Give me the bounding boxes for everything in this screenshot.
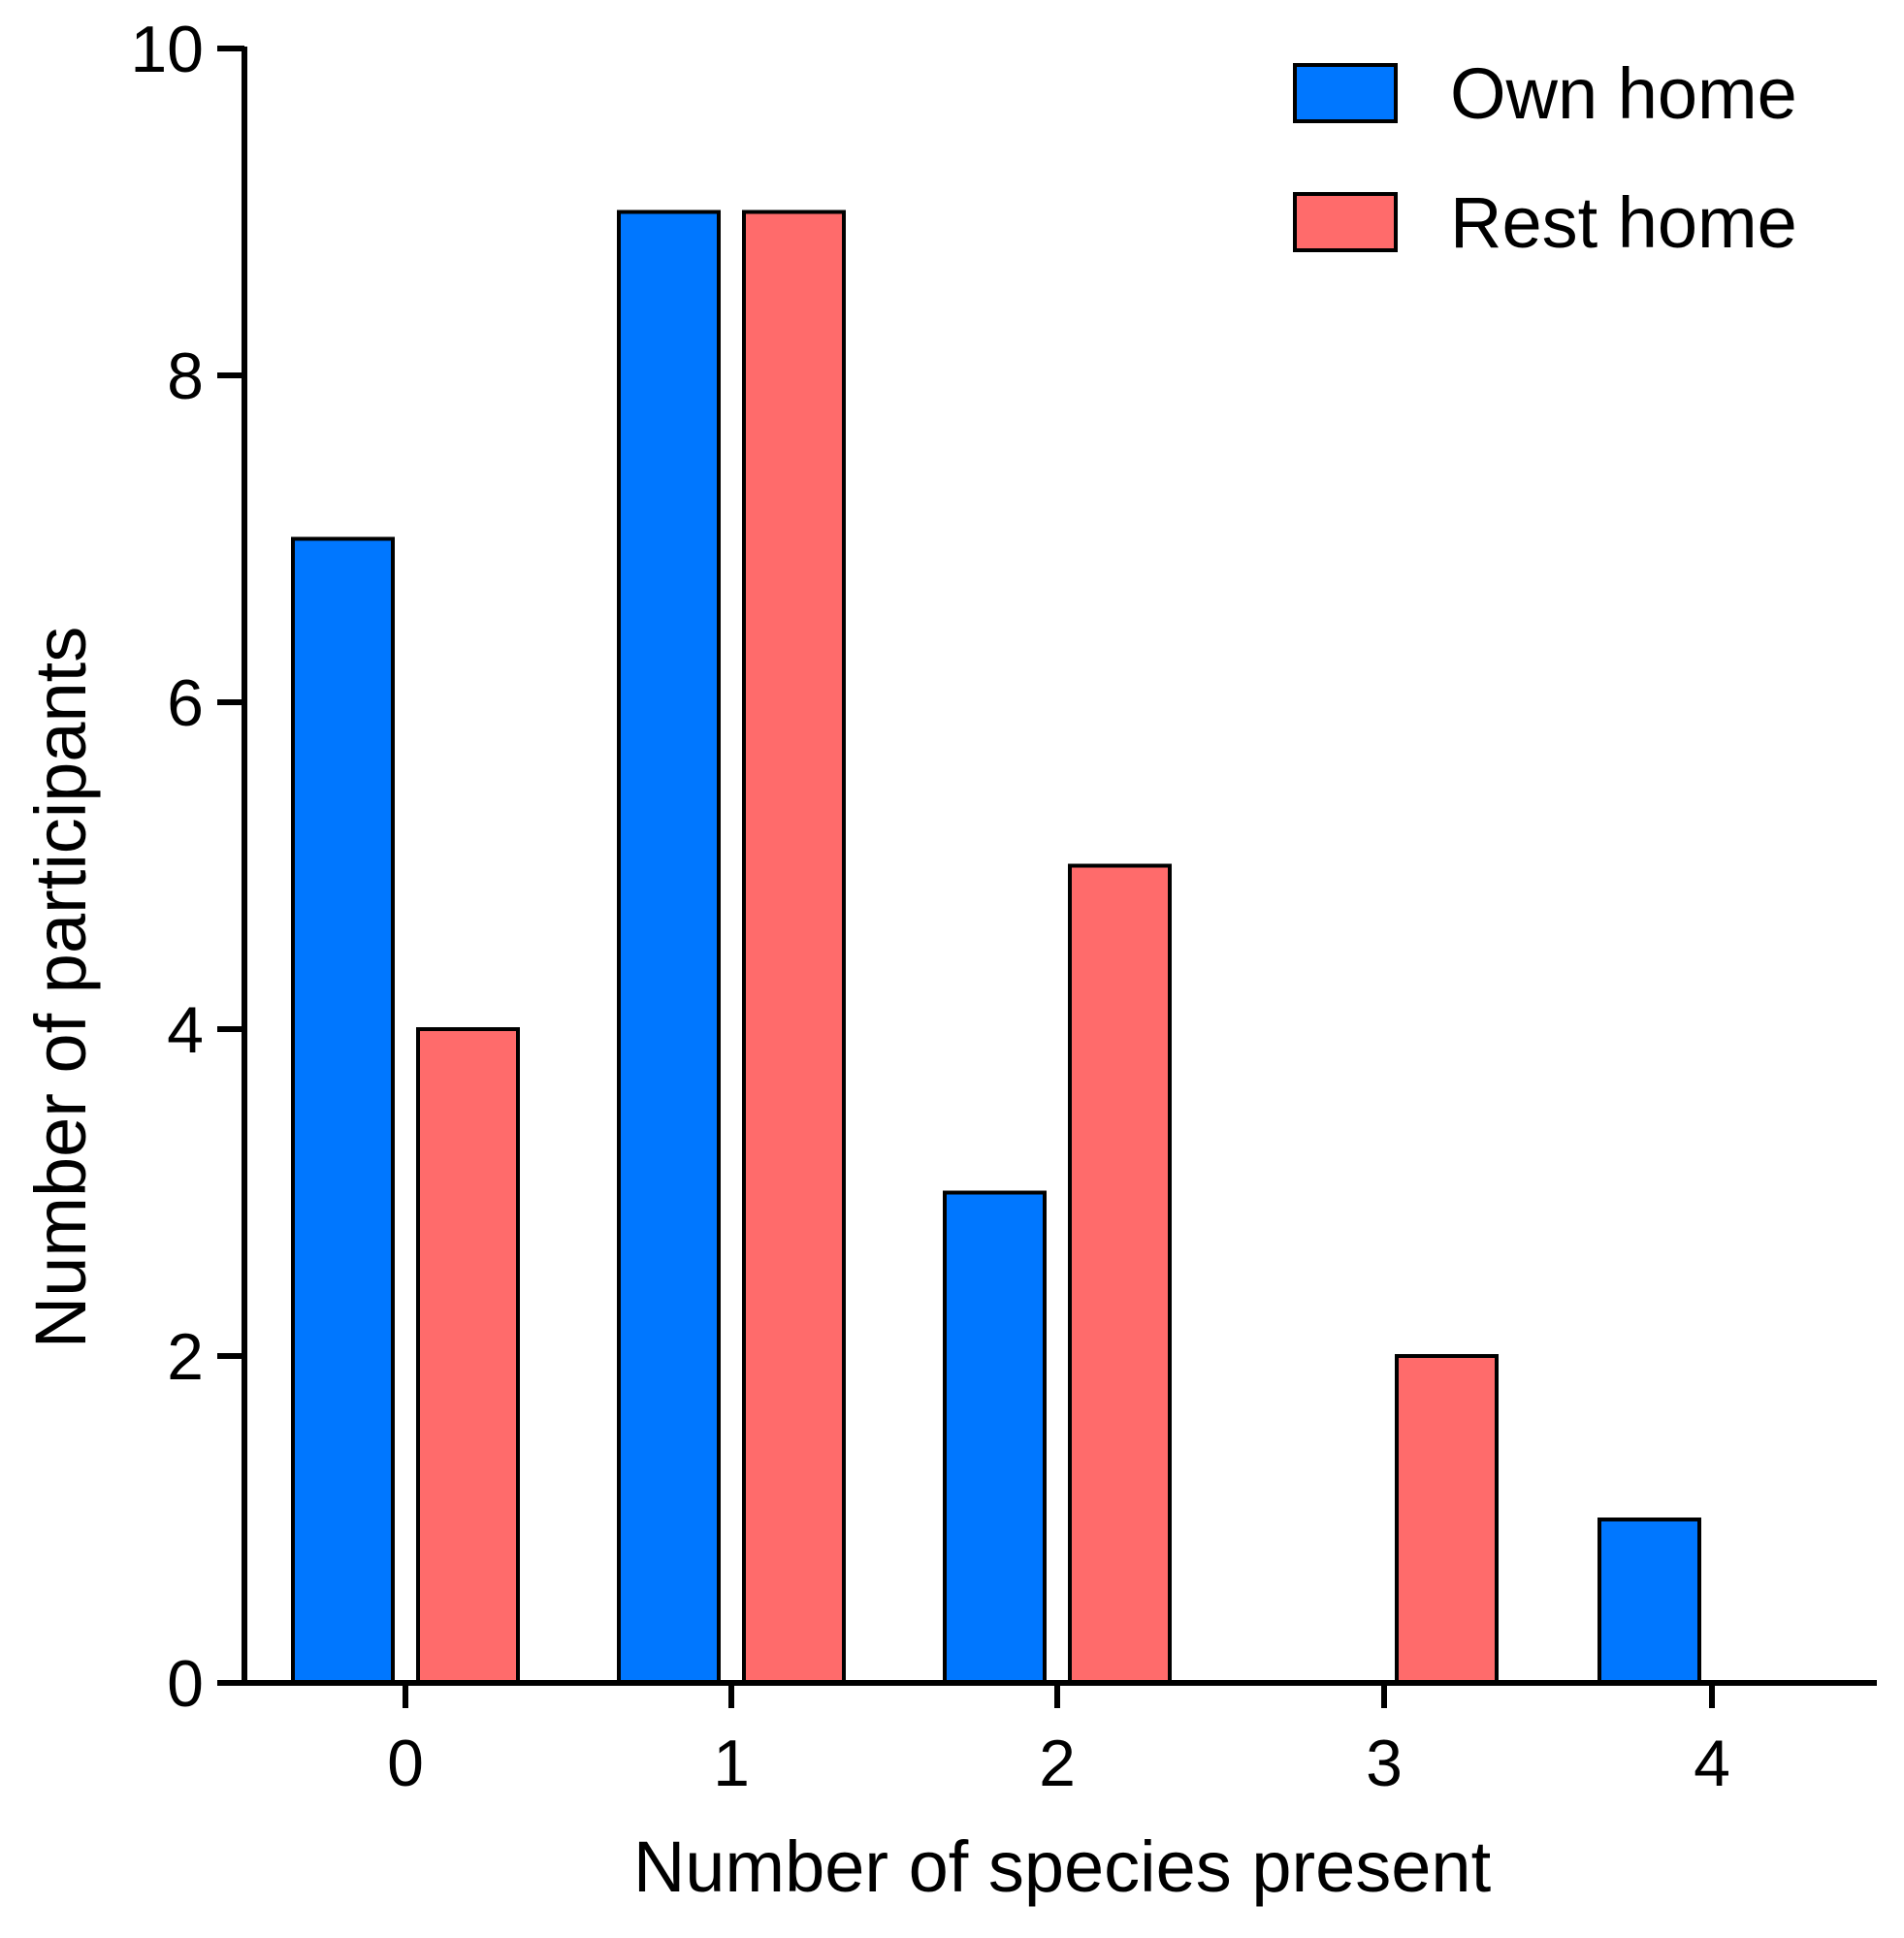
y-tick-label-6: 6: [167, 666, 204, 740]
x-tick-label-4: 4: [1694, 1727, 1730, 1800]
bar-rest-home-1: [742, 210, 846, 1685]
y-tick-label-0: 0: [167, 1647, 204, 1721]
legend-label-own-home: Own home: [1450, 53, 1797, 134]
x-tick-label-2: 2: [1039, 1727, 1076, 1800]
bar-rest-home-2: [1068, 863, 1172, 1685]
legend-swatch-rest-home: [1293, 192, 1398, 252]
x-tick-label-0: 0: [387, 1727, 424, 1800]
y-tick-label-4: 4: [167, 993, 204, 1067]
bar-own-home-1: [617, 210, 721, 1685]
bar-rest-home-0: [416, 1027, 520, 1685]
bar-own-home-4: [1597, 1517, 1701, 1685]
bar-rest-home-3: [1395, 1354, 1499, 1685]
bar-own-home-0: [291, 536, 395, 1685]
axes-group: 0 2 4 6 8 10 0 1 2 3 4: [130, 13, 1877, 1800]
x-tick-label-1: 1: [713, 1727, 750, 1800]
x-axis-title: Number of species present: [633, 1826, 1492, 1907]
y-axis-title: Number of participants: [20, 627, 101, 1348]
x-tick-label-3: 3: [1366, 1727, 1403, 1800]
y-tick-label-10: 10: [130, 13, 204, 86]
bar-own-home-2: [943, 1190, 1047, 1685]
y-tick-label-8: 8: [167, 339, 204, 413]
y-tick-label-2: 2: [167, 1320, 204, 1394]
legend: Own home Rest home: [1293, 53, 1797, 263]
legend-swatch-own-home: [1293, 63, 1398, 123]
legend-label-rest-home: Rest home: [1450, 182, 1797, 263]
bars-group: [291, 210, 1701, 1685]
